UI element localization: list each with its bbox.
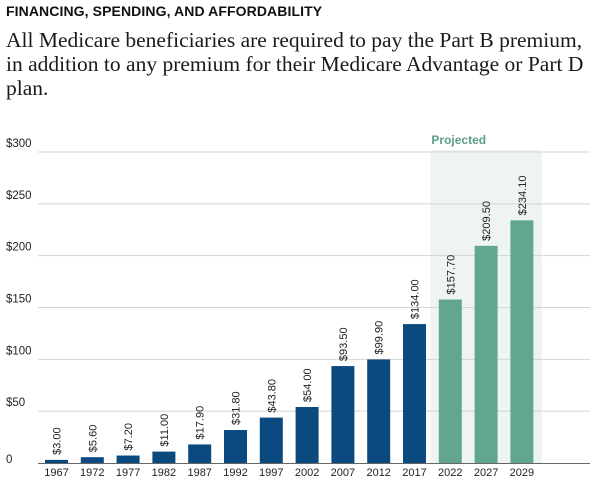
x-tick-label: 1997 xyxy=(259,467,283,479)
y-tick-label: $200 xyxy=(6,242,32,254)
x-tick-label: 2027 xyxy=(474,467,498,479)
bar-value-label: $7.20 xyxy=(123,423,135,451)
bar-value-label: $11.00 xyxy=(159,414,171,447)
y-tick-label: $150 xyxy=(6,294,32,306)
x-tick-label: 2007 xyxy=(331,467,355,479)
x-tick-label: 1992 xyxy=(223,467,247,479)
x-tick-label: 2002 xyxy=(295,467,319,479)
projected-label: Projected xyxy=(431,133,486,147)
bar-2029 xyxy=(510,220,534,463)
bar-value-label: $93.50 xyxy=(338,327,350,361)
x-tick-label: 1972 xyxy=(80,467,104,479)
x-tick-label: 1982 xyxy=(152,467,176,479)
bar-value-label: $234.10 xyxy=(517,176,529,216)
bar-value-label: $157.70 xyxy=(445,255,457,295)
bar-1977 xyxy=(116,455,140,463)
bar-2002 xyxy=(295,407,319,463)
bar-2022 xyxy=(438,299,462,463)
x-tick-label: 2012 xyxy=(366,467,390,479)
bar-2017 xyxy=(403,324,426,463)
bar-value-label: $209.50 xyxy=(481,201,493,241)
y-tick-label: $250 xyxy=(6,190,32,202)
x-tick-label: 1977 xyxy=(116,467,140,479)
bar-1987 xyxy=(188,444,212,463)
bar-value-label: $43.80 xyxy=(266,379,278,413)
x-tick-label: 2029 xyxy=(510,467,534,479)
y-tick-label: $300 xyxy=(6,138,32,150)
bar-2012 xyxy=(367,359,391,463)
bar-1982 xyxy=(152,451,176,463)
bar-value-label: $3.00 xyxy=(52,427,64,455)
bar-1972 xyxy=(80,457,104,463)
bar-value-label: $31.80 xyxy=(231,391,243,425)
bar-2007 xyxy=(331,366,355,463)
bar-1997 xyxy=(259,417,283,463)
x-tick-label: 1987 xyxy=(187,467,211,479)
y-tick-label: 0 xyxy=(6,454,12,466)
bar-value-label: $134.00 xyxy=(410,279,422,319)
x-tick-label: 1967 xyxy=(44,467,68,479)
y-tick-label: $100 xyxy=(6,345,32,357)
bar-value-label: $99.90 xyxy=(374,321,386,355)
bar-1992 xyxy=(224,430,247,463)
x-tick-label: 2017 xyxy=(402,467,426,479)
bar-value-label: $17.90 xyxy=(195,406,207,440)
bar-value-label: $54.00 xyxy=(302,368,314,402)
bar-2027 xyxy=(474,245,498,463)
chart-headline: All Medicare beneficiaries are required … xyxy=(6,28,584,100)
bar-value-label: $5.60 xyxy=(87,425,99,453)
y-tick-label: $50 xyxy=(6,397,25,409)
chart-kicker: FINANCING, SPENDING, AND AFFORDABILITY xyxy=(6,3,323,19)
x-tick-label: 2022 xyxy=(438,467,462,479)
bar-1967 xyxy=(45,459,68,463)
